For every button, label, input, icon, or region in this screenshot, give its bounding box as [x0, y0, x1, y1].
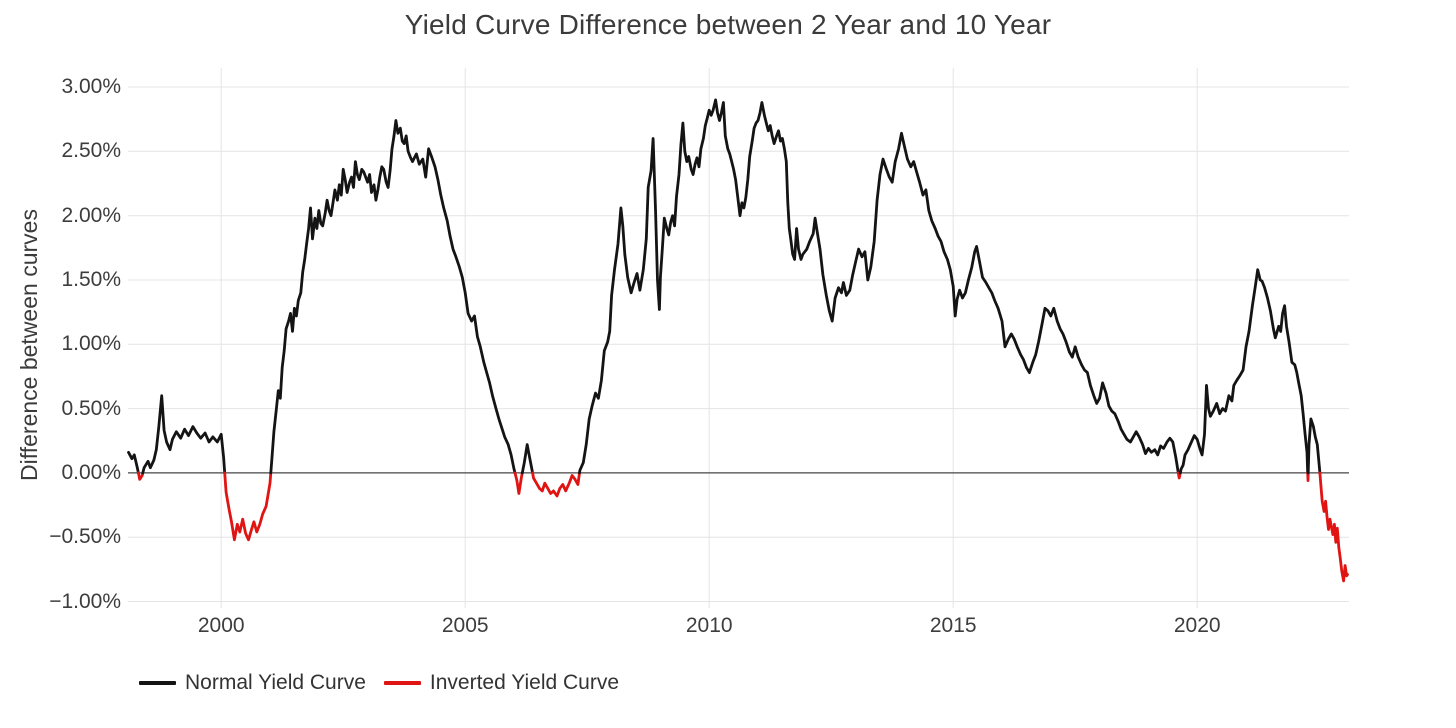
- normal-yield-segment: [1306, 417, 1322, 475]
- x-tick-label: 2020: [1173, 614, 1221, 637]
- normal-line-swatch: [139, 681, 176, 685]
- x-tick-label: 2015: [929, 614, 977, 637]
- normal-yield-segment: [520, 443, 534, 475]
- normal-yield-segment: [269, 119, 517, 475]
- y-tick-label: −1.00%: [49, 589, 121, 613]
- y-tick-label: 0.50%: [61, 396, 121, 420]
- inverted-yield-segment: [223, 471, 273, 542]
- y-tick-label: −0.50%: [49, 525, 121, 549]
- y-tick-label: 3.00%: [61, 75, 121, 99]
- legend-label-inverted: Inverted Yield Curve: [429, 671, 620, 694]
- inverted-yield-segment: [513, 471, 524, 495]
- x-tick-label: 2000: [197, 614, 245, 637]
- legend: Normal Yield Curve Inverted Yield Curve: [139, 671, 619, 695]
- inverted-line-swatch: [383, 681, 421, 685]
- inverted-yield-segment: [1318, 471, 1349, 583]
- inverted-yield-segment: [1306, 471, 1310, 483]
- inverted-yield-segment: [531, 471, 581, 498]
- y-tick-label: 2.50%: [61, 139, 121, 163]
- normal-yield-segment: [127, 450, 140, 475]
- y-tick-label: 1.00%: [61, 332, 121, 356]
- inverted-yield-segment: [1176, 471, 1182, 480]
- normal-yield-segment: [578, 98, 1180, 475]
- y-tick-label: 0.00%: [61, 460, 121, 484]
- legend-item-inverted-yield-curve[interactable]: Inverted Yield Curve: [383, 671, 620, 695]
- normal-yield-segment: [141, 394, 227, 475]
- legend-item-normal-yield-curve[interactable]: Normal Yield Curve: [139, 671, 366, 695]
- normal-yield-segment: [1178, 268, 1310, 475]
- chart-title: Yield Curve Difference between 2 Year an…: [404, 9, 1052, 40]
- x-tick-label: 2010: [685, 614, 733, 637]
- legend-label-normal: Normal Yield Curve: [185, 671, 366, 694]
- y-tick-label: 2.00%: [61, 203, 121, 227]
- y-tick-label: 1.50%: [61, 267, 121, 291]
- x-tick-label: 2005: [441, 614, 489, 637]
